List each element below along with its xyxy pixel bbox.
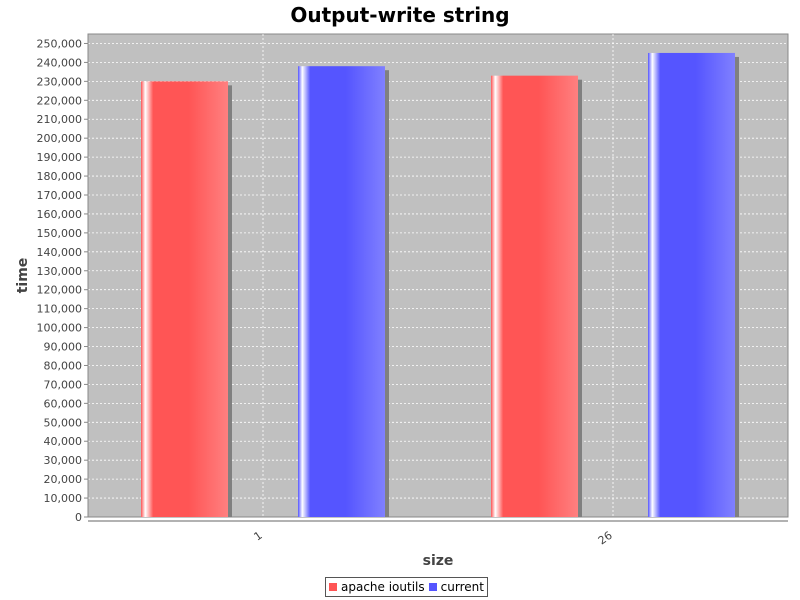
x-tick-label: 1: [252, 529, 265, 544]
y-tick-label: 110,000: [37, 303, 83, 316]
y-tick-label: 150,000: [37, 227, 83, 240]
y-tick-label: 220,000: [37, 94, 83, 107]
y-tick-label: 50,000: [44, 416, 83, 429]
legend-label-current: current: [440, 580, 484, 594]
y-axis-title: time: [15, 258, 31, 294]
legend-swatch-apache-ioutils: [329, 583, 337, 591]
legend-swatch-current: [428, 583, 437, 591]
y-tick-label: 90,000: [44, 341, 83, 354]
y-tick-label: 60,000: [44, 397, 83, 410]
legend-label-apache-ioutils: apache ioutils: [341, 580, 425, 594]
legend: apache ioutils current: [325, 577, 488, 597]
legend-item-apache-ioutils: apache ioutils: [329, 580, 425, 594]
y-tick-label: 0: [75, 511, 82, 524]
legend-item-current: current: [428, 580, 484, 594]
y-tick-label: 140,000: [37, 246, 83, 259]
bar-current-1: [298, 66, 385, 517]
y-tick-label: 160,000: [37, 208, 83, 221]
y-tick-label: 180,000: [37, 170, 83, 183]
y-tick-label: 200,000: [37, 132, 83, 145]
y-tick-label: 240,000: [37, 56, 83, 69]
y-tick-label: 100,000: [37, 322, 83, 335]
y-tick-label: 120,000: [37, 284, 83, 297]
y-tick-label: 10,000: [44, 492, 83, 505]
chart-title: Output-write string: [290, 3, 510, 27]
y-tick-label: 250,000: [37, 37, 83, 50]
y-tick-label: 190,000: [37, 151, 83, 164]
bar-current-26: [648, 52, 735, 518]
y-tick-label: 170,000: [37, 189, 83, 202]
bar-apache-ioutils-26: [491, 75, 578, 517]
y-tick-label: 20,000: [44, 473, 83, 486]
y-tick-label: 30,000: [44, 454, 83, 467]
bar-apache-ioutils-1: [141, 81, 228, 518]
y-tick-label: 130,000: [37, 265, 83, 278]
y-tick-label: 230,000: [37, 75, 83, 88]
y-tick-label: 210,000: [37, 113, 83, 126]
y-tick-label: 80,000: [44, 359, 83, 372]
x-axis-title: size: [423, 553, 454, 569]
y-tick-label: 70,000: [44, 378, 83, 391]
y-tick-label: 40,000: [44, 435, 83, 448]
x-tick-label: 26: [596, 529, 615, 548]
